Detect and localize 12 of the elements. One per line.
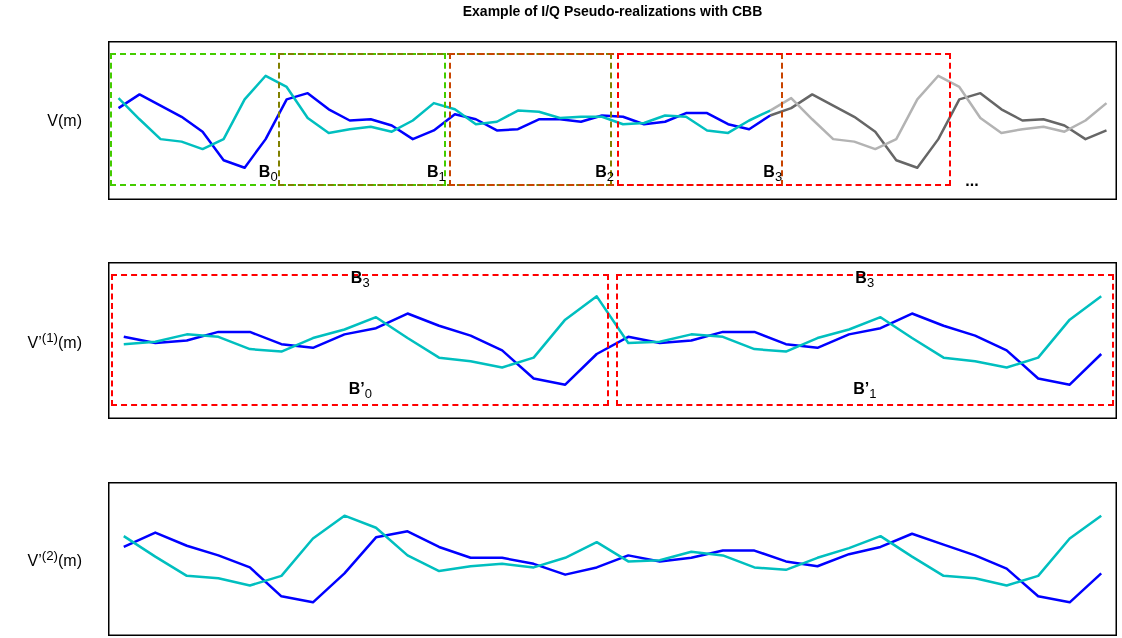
chart-title: Example of I/Q Pseudo-realizations with CBB bbox=[461, 3, 764, 19]
y-axis-title: V’$^{(1)}$(m) bbox=[27, 329, 82, 352]
annotation: B$_{0}$ bbox=[258, 162, 278, 186]
annotation: B$_{2}$ bbox=[595, 162, 614, 186]
y-axis-title: V’$^{(2)}$(m) bbox=[27, 547, 82, 571]
text: B$_{3}$ bbox=[350, 268, 370, 292]
annotation: B$_{3}$ bbox=[763, 162, 783, 186]
annotation: B’$_{1}$ bbox=[853, 379, 877, 403]
annotation: B’$_{0}$ bbox=[348, 379, 372, 403]
annotation: B$_{1}$ bbox=[427, 162, 446, 186]
annotation: ... bbox=[965, 172, 979, 190]
y-axis-title: V(m) bbox=[47, 111, 82, 130]
